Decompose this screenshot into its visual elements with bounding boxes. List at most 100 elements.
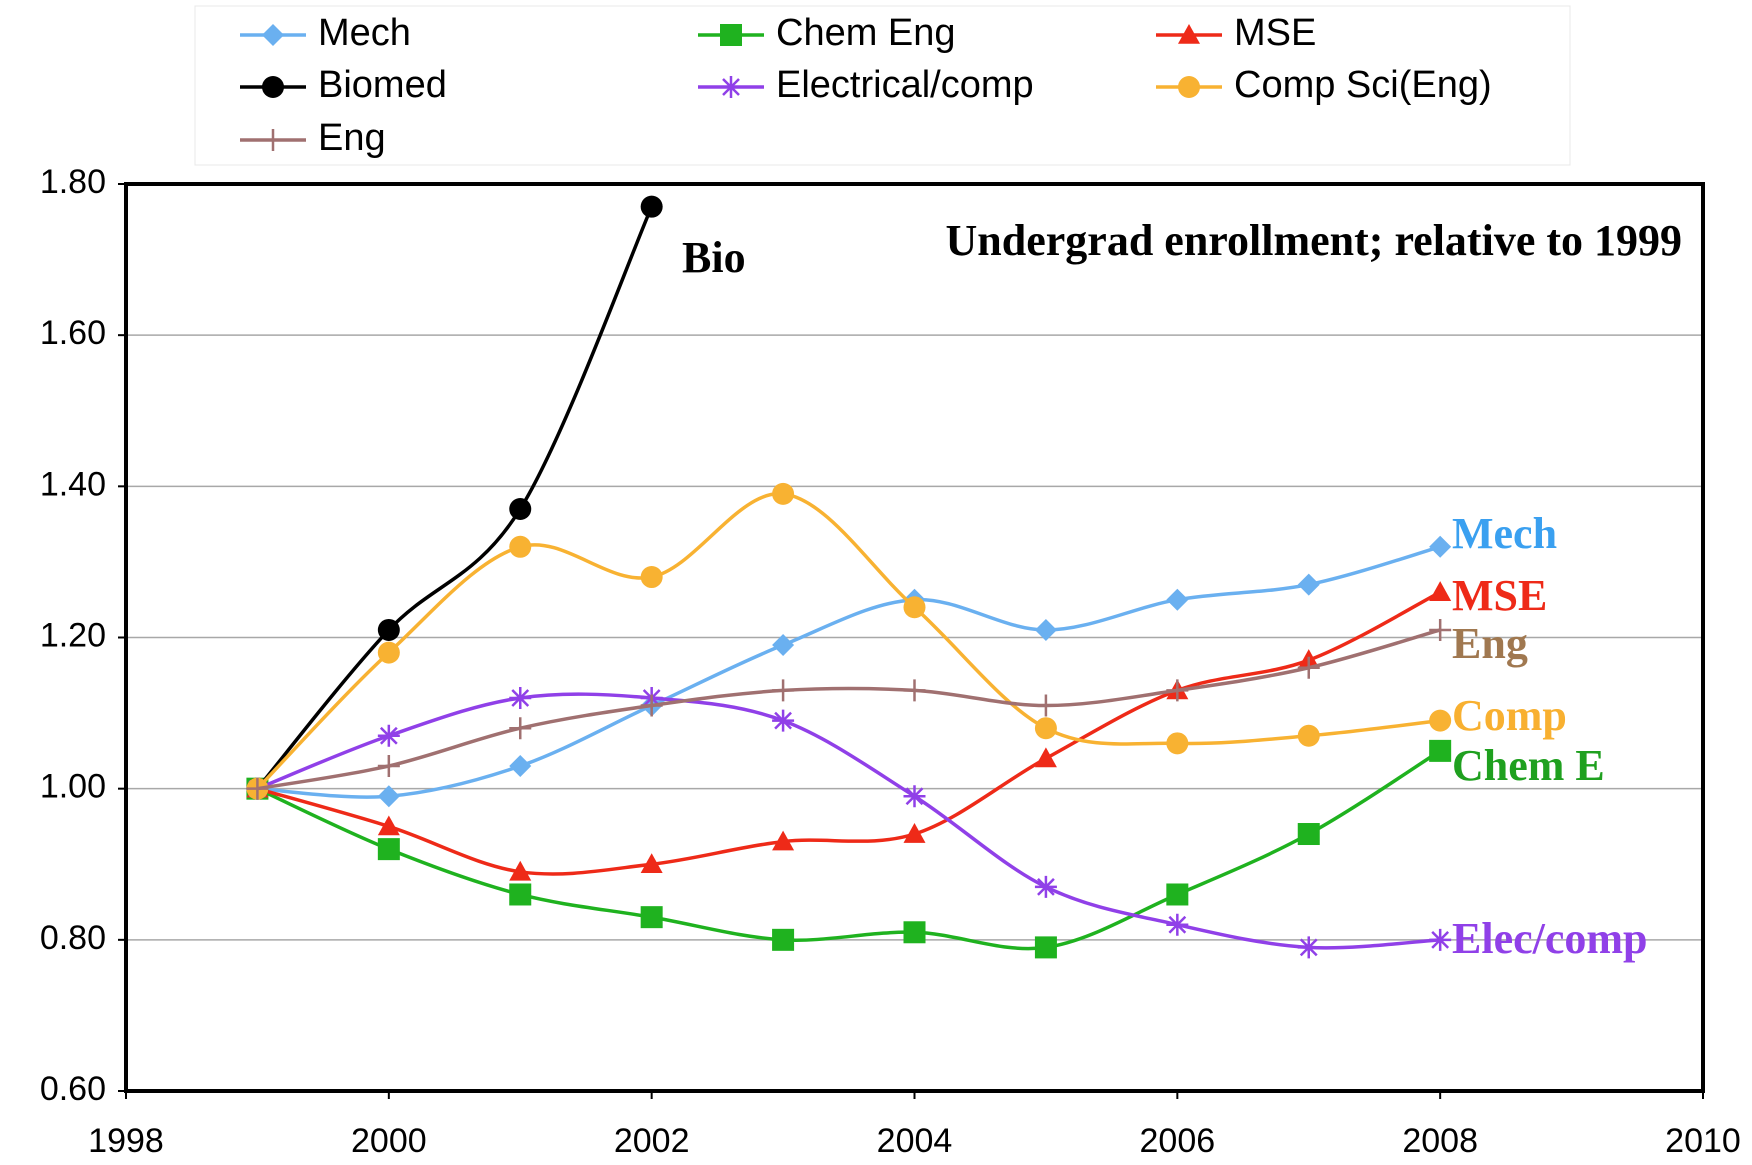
series-line	[256, 492, 1441, 790]
y-tick-label: 1.00	[40, 768, 106, 806]
marker	[377, 618, 400, 641]
plot-area	[246, 195, 1452, 959]
marker	[509, 498, 532, 521]
marker	[772, 709, 795, 732]
marker	[1297, 823, 1320, 846]
annotation: Comp	[1452, 691, 1567, 740]
marker	[1166, 679, 1189, 702]
annotation: Mech	[1452, 509, 1557, 558]
legend-marker	[1178, 76, 1200, 98]
marker	[772, 830, 795, 851]
annotation: Chem E	[1452, 741, 1605, 790]
marker	[1166, 732, 1189, 755]
series-line	[256, 590, 1441, 876]
marker	[1166, 883, 1189, 906]
marker	[509, 717, 532, 740]
legend-marker	[262, 76, 284, 98]
x-tick-label: 2008	[1402, 1122, 1478, 1160]
marker	[1297, 724, 1320, 747]
marker	[1429, 618, 1452, 641]
marker	[1429, 928, 1452, 951]
marker	[640, 906, 663, 929]
marker	[903, 921, 926, 944]
x-tick-label: 1998	[88, 1122, 164, 1160]
legend-label: MSE	[1234, 12, 1316, 54]
series-line	[257, 545, 1441, 799]
series-line	[256, 205, 654, 790]
marker	[772, 679, 795, 702]
annotation: Bio	[682, 233, 746, 282]
x-tick-label: 2010	[1665, 1122, 1741, 1160]
marker	[377, 838, 400, 861]
series-line	[257, 628, 1441, 791]
marker	[1429, 581, 1452, 601]
marker	[377, 815, 400, 836]
marker	[1297, 656, 1320, 679]
x-tick-label: 2004	[877, 1122, 953, 1160]
marker	[1034, 694, 1057, 717]
legend-label: Comp Sci(Eng)	[1234, 64, 1492, 106]
marker	[509, 686, 532, 709]
marker	[377, 641, 400, 664]
annotation: MSE	[1452, 571, 1547, 620]
marker	[377, 754, 400, 777]
legend-marker	[262, 24, 284, 46]
marker	[1034, 875, 1057, 898]
marker	[640, 195, 663, 218]
marker	[509, 860, 532, 881]
annotation: Eng	[1452, 619, 1528, 668]
marker	[1429, 535, 1452, 558]
legend-marker	[720, 76, 742, 98]
marker	[772, 482, 795, 505]
legend-marker	[1178, 24, 1200, 44]
marker	[1166, 913, 1189, 936]
x-tick-label: 2006	[1140, 1122, 1216, 1160]
marker	[1297, 573, 1320, 596]
marker	[903, 823, 926, 843]
y-tick-label: 1.80	[40, 163, 106, 201]
marker	[377, 724, 400, 747]
marker	[1297, 936, 1320, 959]
marker	[509, 883, 532, 906]
y-tick-label: 0.60	[40, 1070, 106, 1108]
legend-label: Mech	[318, 12, 411, 54]
legend-label: Chem Eng	[776, 12, 956, 54]
marker	[640, 853, 663, 874]
marker	[377, 785, 400, 808]
marker	[1429, 709, 1452, 732]
marker	[1166, 588, 1189, 611]
marker	[1034, 717, 1057, 740]
marker	[509, 754, 532, 777]
legend-label: Electrical/comp	[776, 64, 1034, 106]
series-line	[256, 692, 1441, 950]
marker	[903, 596, 926, 619]
legend-marker	[720, 24, 742, 46]
marker	[509, 535, 532, 558]
legend-marker	[262, 129, 284, 151]
marker	[903, 785, 926, 808]
y-tick-label: 1.40	[40, 465, 106, 503]
y-tick-label: 0.80	[40, 919, 106, 957]
marker	[1034, 936, 1057, 959]
plot-frame	[124, 182, 1705, 1093]
legend-box	[194, 5, 1571, 166]
marker	[1034, 747, 1057, 768]
annotation: Elec/comp	[1452, 914, 1648, 963]
marker	[1429, 739, 1452, 762]
marker	[640, 694, 663, 717]
annotation: Undergrad enrollment; relative to 1999	[946, 216, 1682, 265]
y-tick-label: 1.60	[40, 314, 106, 352]
legend-label: Eng	[318, 117, 386, 159]
marker	[1034, 618, 1057, 641]
series-line	[256, 749, 1442, 951]
marker	[772, 634, 795, 657]
y-tick-label: 1.20	[40, 616, 106, 654]
marker	[903, 679, 926, 702]
legend-label: Biomed	[318, 64, 447, 106]
marker	[772, 928, 795, 951]
marker	[640, 566, 663, 589]
x-tick-label: 2000	[351, 1122, 427, 1160]
x-tick-label: 2002	[614, 1122, 690, 1160]
